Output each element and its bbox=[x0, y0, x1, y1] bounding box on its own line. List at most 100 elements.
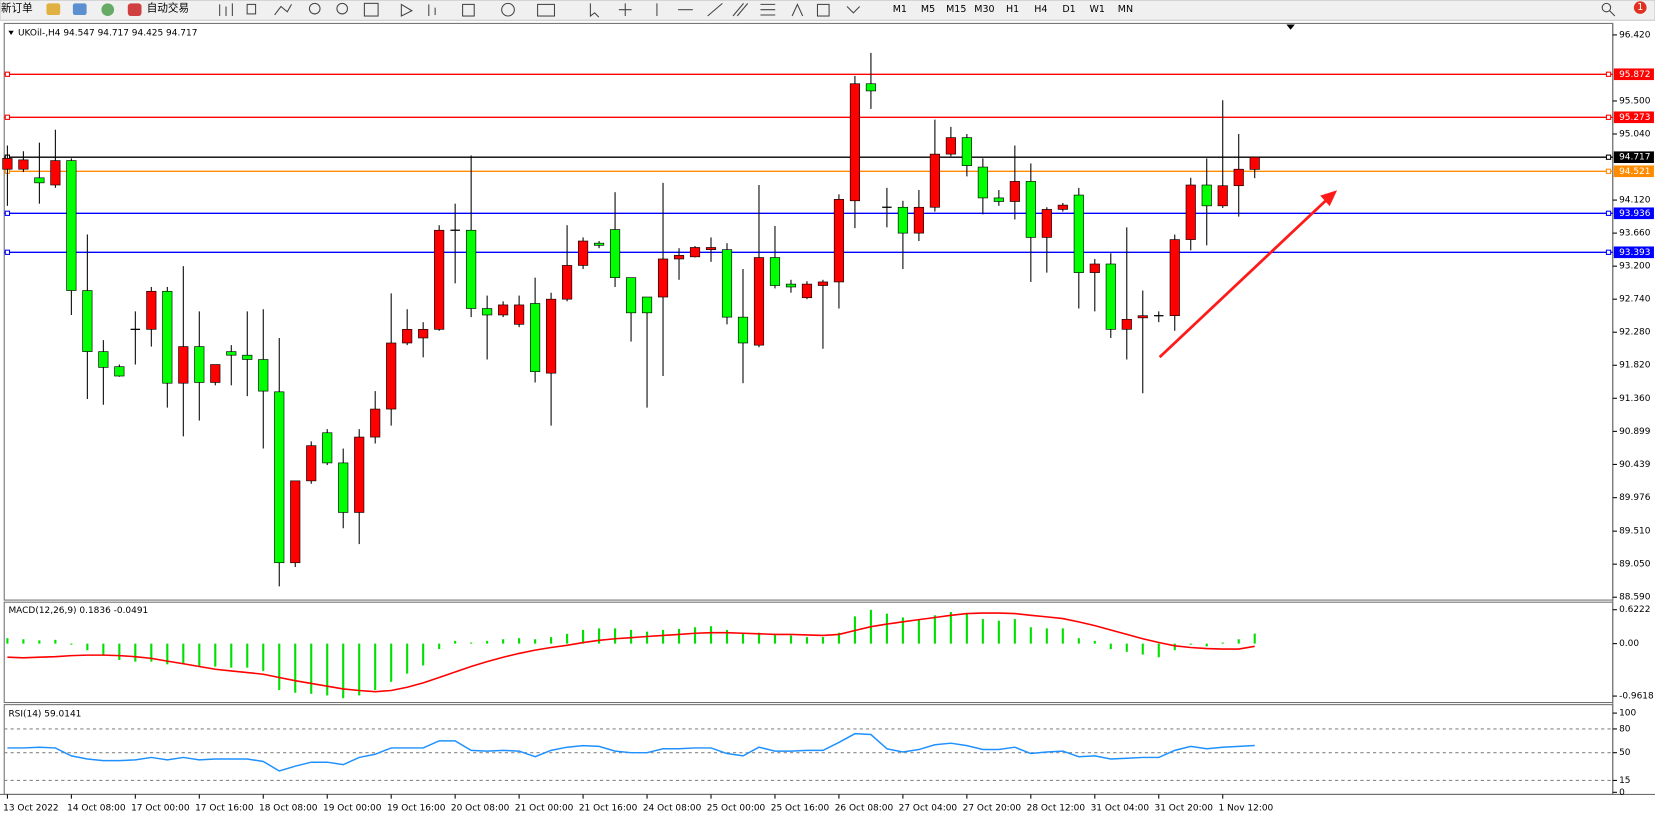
zoom-out-icon[interactable] bbox=[336, 2, 349, 15]
candle-body bbox=[258, 359, 269, 392]
timeframe-button[interactable]: H1 bbox=[1006, 4, 1019, 15]
level-label: 95.273 bbox=[1619, 113, 1650, 123]
candle-body bbox=[274, 391, 285, 564]
indicator-icon[interactable] bbox=[462, 3, 475, 17]
search-icon[interactable] bbox=[1601, 2, 1612, 13]
icon[interactable] bbox=[101, 3, 115, 17]
histogram-bar bbox=[38, 640, 41, 644]
y-tick-label: 90.899 bbox=[1619, 427, 1651, 437]
badge-count: 1 bbox=[1637, 2, 1643, 13]
candle-body bbox=[769, 257, 781, 286]
crosshair-icon[interactable] bbox=[618, 3, 632, 17]
y-tick-label: 92.280 bbox=[1619, 328, 1651, 338]
histogram-bar bbox=[326, 643, 329, 696]
histogram-bar bbox=[1029, 627, 1032, 644]
candle-body bbox=[146, 290, 157, 330]
plot-area: UKOil-,H4 94.547 94.717 94.425 94.717 96.… bbox=[0, 22, 1655, 814]
histogram-bar bbox=[198, 643, 201, 667]
y-tick-label: 100 bbox=[1619, 709, 1636, 719]
y-tick-label: 92.740 bbox=[1619, 295, 1651, 305]
histogram-bar bbox=[1045, 628, 1048, 644]
candle-body bbox=[993, 197, 1004, 202]
trendline-icon[interactable] bbox=[707, 2, 723, 17]
histogram-bar bbox=[566, 633, 569, 644]
tile-icon[interactable] bbox=[363, 2, 379, 17]
candle-body bbox=[370, 408, 381, 438]
panel bbox=[3, 22, 1614, 601]
zoom-in-icon[interactable] bbox=[308, 2, 321, 15]
histogram-bar bbox=[582, 630, 585, 644]
histogram-bar bbox=[454, 640, 457, 644]
histogram-bar bbox=[230, 643, 233, 668]
icon[interactable] bbox=[72, 3, 87, 15]
icon[interactable] bbox=[46, 3, 61, 15]
label-icon[interactable] bbox=[816, 3, 830, 17]
auto-trading-icon[interactable] bbox=[127, 3, 142, 17]
histogram-bar bbox=[1109, 643, 1112, 650]
level-handle bbox=[1605, 154, 1612, 160]
candle-body bbox=[194, 346, 205, 383]
search-icon-handle bbox=[1609, 10, 1616, 17]
timeframe-button[interactable]: D1 bbox=[1062, 4, 1075, 15]
histogram-bar bbox=[1253, 633, 1256, 644]
timeframe-button[interactable]: H4 bbox=[1034, 4, 1047, 15]
level-label: 95.872 bbox=[1619, 70, 1650, 80]
x-tick-label: 19 Oct 00:00 bbox=[323, 804, 382, 814]
y-tick-label: 0.00 bbox=[1619, 639, 1639, 649]
candle-body bbox=[178, 346, 189, 384]
channel-icon[interactable] bbox=[732, 3, 749, 17]
histogram-bar bbox=[1205, 643, 1208, 647]
candle-body bbox=[322, 432, 333, 464]
histogram-bar bbox=[837, 632, 840, 644]
timeframe-button[interactable]: M15 bbox=[946, 4, 966, 15]
y-tick-label: 91.360 bbox=[1619, 394, 1651, 404]
shift-icon[interactable] bbox=[428, 4, 436, 17]
shift-marker bbox=[1286, 24, 1295, 30]
histogram-bar bbox=[6, 638, 9, 644]
timeframe-button[interactable]: M5 bbox=[921, 4, 935, 15]
timeframe-button[interactable]: M1 bbox=[893, 4, 907, 15]
histogram-bar bbox=[949, 612, 952, 644]
candle-body bbox=[625, 277, 637, 314]
x-tick-label: 21 Oct 00:00 bbox=[515, 804, 574, 814]
fibo-icon[interactable] bbox=[760, 3, 776, 16]
auto-trading-button[interactable]: 自动交易 bbox=[147, 2, 189, 15]
candle-body bbox=[34, 177, 45, 184]
scroll-icon[interactable] bbox=[400, 3, 413, 17]
histogram-bar bbox=[534, 639, 537, 644]
x-tick-label: 28 Oct 12:00 bbox=[1027, 804, 1086, 814]
level-handle bbox=[4, 249, 11, 255]
candle-body bbox=[482, 308, 493, 316]
new-order-button[interactable]: 新订单 bbox=[1, 2, 33, 15]
cursor-icon[interactable] bbox=[589, 3, 600, 18]
histogram-bar bbox=[1141, 643, 1144, 655]
y-tick-label: 0.6222 bbox=[1619, 605, 1650, 615]
line-chart-icon[interactable] bbox=[274, 4, 292, 16]
histogram-bar bbox=[518, 638, 521, 644]
timeframe-button[interactable]: W1 bbox=[1090, 4, 1105, 15]
arrows-icon[interactable] bbox=[846, 6, 861, 14]
y-tick-label: 15 bbox=[1619, 776, 1630, 786]
histogram-bar bbox=[358, 643, 361, 696]
level-label: 93.393 bbox=[1619, 248, 1650, 258]
histogram-bar bbox=[502, 639, 505, 644]
timeframe-button[interactable]: M30 bbox=[974, 4, 994, 15]
candle-body bbox=[562, 265, 573, 300]
histogram-bar bbox=[1237, 639, 1240, 644]
histogram-bar bbox=[118, 643, 121, 660]
timeframe-button[interactable]: MN bbox=[1118, 4, 1133, 15]
bar-chart-icon[interactable] bbox=[219, 3, 233, 17]
candle-body bbox=[1073, 194, 1084, 273]
histogram-bar bbox=[598, 628, 601, 644]
template-icon[interactable] bbox=[537, 3, 556, 17]
histogram-bar bbox=[693, 627, 697, 644]
text-icon[interactable] bbox=[791, 3, 804, 17]
candle-icon[interactable] bbox=[246, 3, 257, 15]
candle-body bbox=[1009, 181, 1020, 202]
histogram-bar bbox=[885, 613, 888, 644]
y-tick-label: 50 bbox=[1619, 748, 1631, 758]
y-tick-label: 93.200 bbox=[1619, 262, 1651, 272]
notification-badge[interactable] bbox=[1633, 1, 1647, 14]
period-icon[interactable] bbox=[501, 2, 515, 17]
